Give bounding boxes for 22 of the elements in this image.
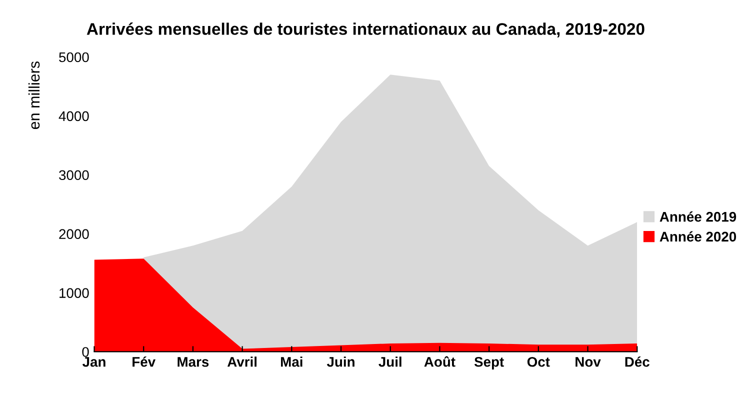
x-tick-label: Mai <box>281 356 302 367</box>
x-tick-label: Nov <box>576 357 601 367</box>
y-tick-label: 0 <box>82 347 89 357</box>
y-tick-label: 1000 <box>60 288 89 298</box>
legend-label: Année 2020 <box>660 231 736 242</box>
y-tick-label: 3000 <box>59 170 89 180</box>
y-axis-title: en milliers <box>28 61 40 130</box>
y-tick-label: 2000 <box>59 229 89 240</box>
x-tick-label: Mars <box>178 357 209 367</box>
x-tick-label: Déc <box>625 356 650 367</box>
x-tick-label: Jan <box>82 357 106 367</box>
x-tick-label: Août <box>424 356 456 367</box>
chart-title: Arrivées mensuelles de touristes internationaux au Canada, 2019-2020 <box>86 22 644 38</box>
x-tick-label: Oct <box>527 356 550 367</box>
x-tick-label: Juin <box>326 356 354 367</box>
x-tick-label: Avril <box>227 356 257 367</box>
y-tick-label: 5000 <box>59 52 89 62</box>
x-tick-label: Juil <box>378 356 402 367</box>
x-tick-label: Sept <box>474 356 504 370</box>
legend-label: Année 2019 <box>660 211 736 222</box>
y-tick-label: 4000 <box>58 111 89 122</box>
x-tick-label: Fév <box>132 356 156 367</box>
